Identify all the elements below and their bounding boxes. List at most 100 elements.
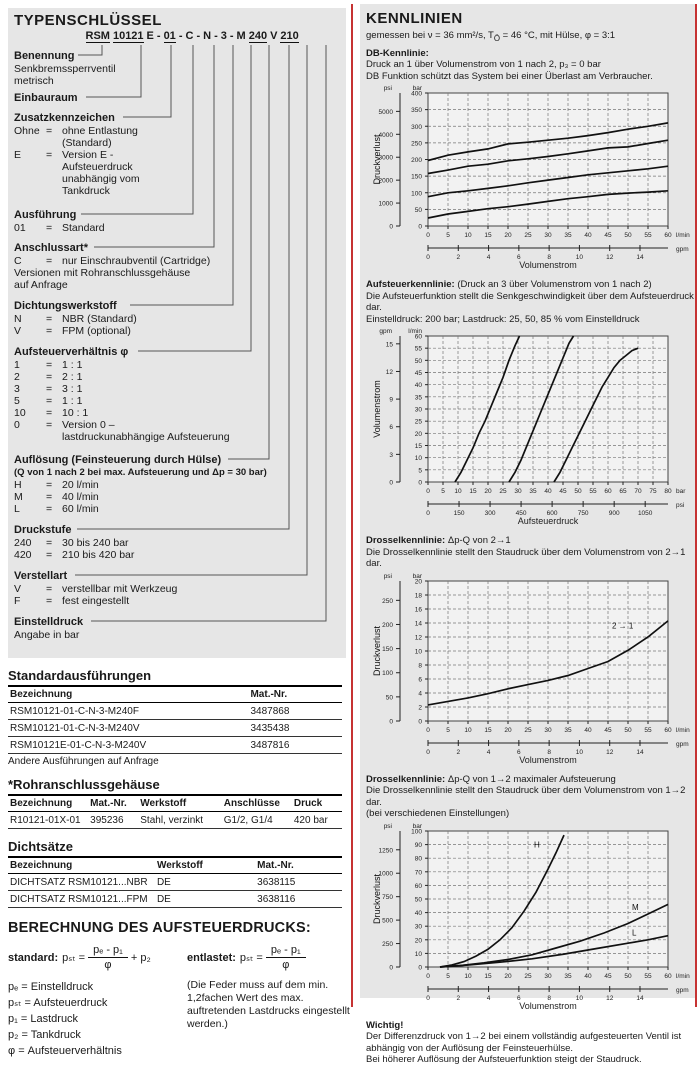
tick-label: 2: [418, 704, 422, 711]
section-note: (Q von 1 nach 2 bei max. Aufsteuerung un…: [14, 467, 267, 478]
tick-label: 75: [649, 488, 657, 495]
tick-label: 10: [415, 456, 423, 463]
tick-label: psi: [384, 85, 392, 92]
tick-label: 60: [664, 232, 672, 239]
drosselkennlinie-21-section: Drosselkennlinie: Δp-Q von 2→1 Die Dross…: [366, 535, 695, 772]
tick-label: 0: [426, 749, 430, 756]
table-cell: 395236: [88, 811, 139, 829]
tick-label: 350: [411, 108, 422, 115]
table-title-dicht: Dichtsätze: [8, 839, 342, 858]
code-separator: -: [196, 30, 201, 42]
tick-label: 8: [547, 254, 551, 261]
huelse-L: [439, 934, 669, 968]
drosselkennlinie-12-chart: 0 5 10 15 20 25 30 35 40 45 50 55 60 0 10 20 30 40 50 60 70 8…: [366, 822, 695, 1018]
code-segment: 3: [220, 30, 227, 42]
tick-label: 35: [564, 232, 572, 239]
tick-label: 50: [624, 727, 632, 734]
formula-entlastet: entlastet: pₛₜ = pₑ - p₁ φ: [187, 944, 365, 971]
tick-label: 50: [415, 207, 423, 214]
column-header: Bezeichnung: [8, 858, 155, 874]
page-title: TYPENSCHLÜSSEL: [14, 12, 162, 29]
table-row: RSM10121E-01-C-N-3-M240V 3487816: [8, 736, 342, 754]
table-cell: RSM10121E-01-C-N-3-M240V: [8, 736, 249, 754]
tick-label: 5: [446, 727, 450, 734]
tick-label: 750: [382, 894, 393, 901]
tick-label: 55: [589, 488, 597, 495]
tick-label: 4000: [379, 132, 394, 139]
column-header: Bezeichnung: [8, 796, 89, 812]
section-ausfuehrung: Ausführung 01 = Standard: [14, 209, 340, 234]
curve-label: L: [632, 929, 637, 938]
section-aufsteuerverhaeltnis: Aufsteuerverhältnis φ 1 = 1 : 1 2 = 2 : 1 3 = 3 :…: [14, 346, 340, 443]
tick-label: 70: [415, 869, 423, 876]
tick-label: 2000: [379, 178, 394, 185]
aufsteuer-plot: 0 5 10 15 20 25 30 35 40 45 50 55 60 65 70 75 8005101520…: [372, 328, 686, 526]
tick-label: 0: [426, 488, 430, 495]
section-text: (bei verschiedenen Einstellungen): [366, 808, 510, 820]
drosselkennlinie-21-chart: 0 5 10 15 20 25 30 35 40 45 50 55 60 0 2 4 6 8 10 12 14 16 18 2…: [366, 572, 695, 772]
tick-label: 6: [517, 254, 521, 261]
section-benennung: Benennung Senkbremssperrventil metrisch: [14, 50, 340, 87]
section-heading: Auflösung (Feinsteuerung durch Hülse): [14, 454, 222, 466]
table-cell: 3487816: [248, 736, 342, 754]
code-segment: 01: [163, 30, 176, 43]
fraction-numerator: pₑ - p₁: [265, 944, 306, 958]
tick-label: 30: [514, 488, 522, 495]
code-option-row: F = fest eingestellt: [14, 595, 130, 607]
tick-label: 40: [415, 383, 423, 390]
tick-label: 0: [426, 254, 430, 261]
y-axis-title: Druckverlust: [372, 134, 382, 185]
tick-label: 20: [504, 973, 512, 980]
calc-title: BERECHNUNG DES AUFSTEUERDRUCKS:: [8, 920, 311, 936]
tick-label: 2: [456, 749, 460, 756]
y-axis-title: Volumenstrom: [372, 381, 382, 439]
table-row: R10121-01X-01 395236 Stahl, verzinkt G1/2, …: [8, 811, 342, 829]
symbol-definitions: pₑ = Einstelldruck pₛₜ = Aufsteuerdruck …: [8, 979, 183, 1059]
tick-label: 0: [389, 964, 393, 971]
table-title-standard: Standardausführungen: [8, 668, 342, 687]
type-code: RSM 10121 E -01- C - N -3- M 240 V 210: [84, 30, 300, 43]
section-zusatzkennzeichen: Zusatzkennzeichen Ohne = ohne Entlastung (St…: [14, 112, 340, 197]
tick-label: 45: [604, 232, 612, 239]
kennlinien-title: KENNLINIEN: [366, 10, 463, 27]
tick-label: 25: [524, 727, 532, 734]
lastdruck-25: [454, 336, 521, 483]
tick-label: 10: [576, 749, 584, 756]
table-cell: G1/2, G1/4: [221, 811, 292, 829]
table-note: Andere Ausführungen auf Anfrage: [8, 756, 159, 767]
tick-label: 6: [517, 749, 521, 756]
code-option-row: 0 = Version 0 –: [14, 419, 115, 431]
x-axis-title: Aufsteuerdruck: [518, 516, 579, 526]
column-header: Werkstoff: [138, 796, 222, 812]
table-row: DICHTSATZ RSM10121...NBR DE 3638115: [8, 873, 342, 891]
y-axis-title: Druckverlust: [372, 873, 382, 924]
x-axis-title: Volumenstrom: [519, 1001, 577, 1011]
code-option-row: lastdruckunabhängige Aufsteuerung: [62, 431, 230, 443]
tick-label: 0: [418, 224, 422, 231]
tick-label: 2: [456, 995, 460, 1002]
table-cell: 420 bar: [291, 811, 342, 829]
tick-label: 65: [619, 488, 627, 495]
tick-label: 80: [415, 856, 423, 863]
tick-label: 100: [382, 670, 393, 677]
tick-label: 10: [415, 648, 423, 655]
tick-label: 20: [504, 727, 512, 734]
formula-tail: + p₂: [130, 951, 151, 964]
table-cell: DICHTSATZ RSM10121...FPM: [8, 890, 155, 908]
code-segment: 210: [280, 30, 299, 43]
tick-label: 0: [426, 510, 430, 517]
tick-label: 0: [389, 718, 393, 725]
tick-label: gpm: [676, 246, 689, 253]
section-heading: Aufsteuerverhältnis φ: [14, 346, 129, 358]
table-cell: Stahl, verzinkt: [138, 811, 222, 829]
tick-label: gpm: [379, 328, 392, 335]
tick-label: 500: [382, 918, 393, 925]
fraction: pₑ - p₁ φ: [88, 944, 128, 971]
lastdruck-50: [508, 335, 575, 483]
x-axis-title: Volumenstrom: [519, 260, 577, 270]
table-row: RSM10121-01-C-N-3-M240V 3435438: [8, 719, 342, 737]
wichtig-note: Wichtig! Der Differenzdruck von 1→2 bei …: [366, 1020, 695, 1066]
code-segment: 10121: [112, 30, 144, 43]
tick-label: 5: [446, 973, 450, 980]
section-dichtungswerkstoff: Dichtungswerkstoff N = NBR (Standard) V = FPM …: [14, 300, 340, 337]
